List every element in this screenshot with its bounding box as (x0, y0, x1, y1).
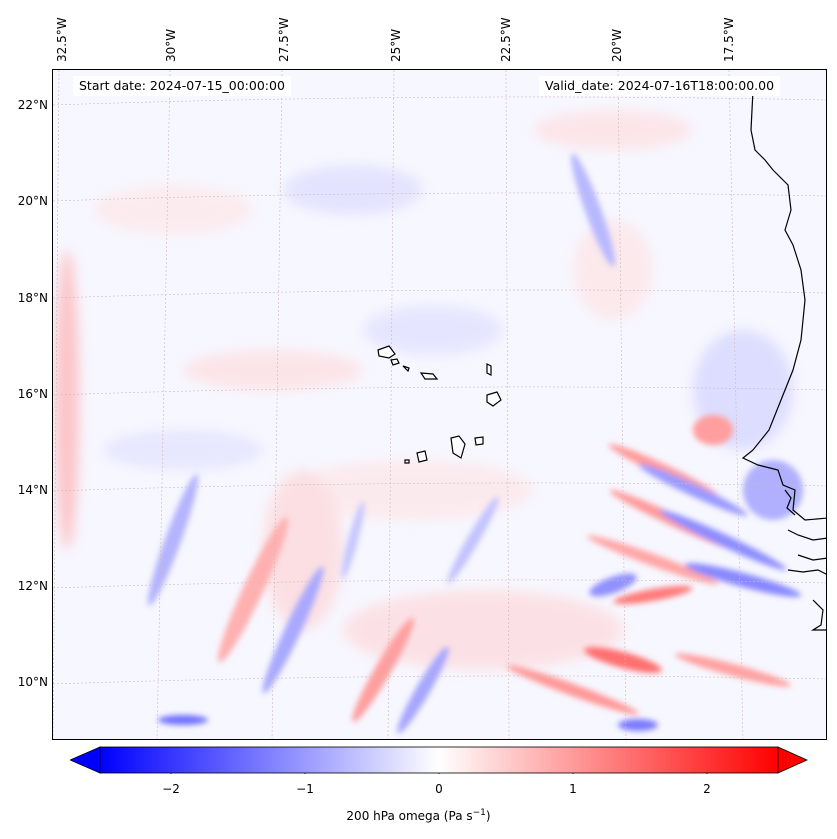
colorbar-label: 200 hPa omega (Pa s−1) (346, 808, 491, 823)
colorbar-min-extend (70, 746, 101, 774)
colorbar-tick: −2 (162, 782, 180, 796)
lat-label: 20°N (17, 194, 48, 208)
lat-label: 18°N (17, 291, 48, 305)
lat-label: 14°N (17, 483, 48, 497)
lon-label: 30°W (164, 28, 178, 62)
lon-label: 20°W (610, 28, 624, 62)
graticule (53, 70, 826, 739)
valid-date-label: Valid_date: 2024-07-16T18:00:00.00 (539, 76, 781, 96)
colorbar-tick: 1 (569, 782, 577, 796)
lon-label: 17.5°W (722, 17, 736, 62)
lon-label: 27.5°W (277, 17, 291, 62)
start-date-label: Start date: 2024-07-15_00:00:00 (73, 76, 291, 96)
lon-label: 25°W (389, 28, 403, 62)
lon-label: 22.5°W (499, 17, 513, 62)
colorbar (70, 746, 808, 774)
colorbar-max-extend (777, 746, 808, 774)
colorbar-tick: 2 (703, 782, 711, 796)
colorbar-tick: −1 (296, 782, 314, 796)
colorbar-tick: 0 (435, 782, 443, 796)
islands (377, 345, 502, 464)
lat-label: 22°N (17, 98, 48, 112)
coastline (741, 89, 826, 631)
lat-label: 12°N (17, 579, 48, 593)
colorbar-gradient (99, 746, 779, 774)
lat-label: 16°N (17, 387, 48, 401)
map-panel (52, 69, 827, 740)
lat-label: 10°N (17, 675, 48, 689)
lon-label: 32.5°W (55, 17, 69, 62)
omega-field (53, 70, 826, 739)
